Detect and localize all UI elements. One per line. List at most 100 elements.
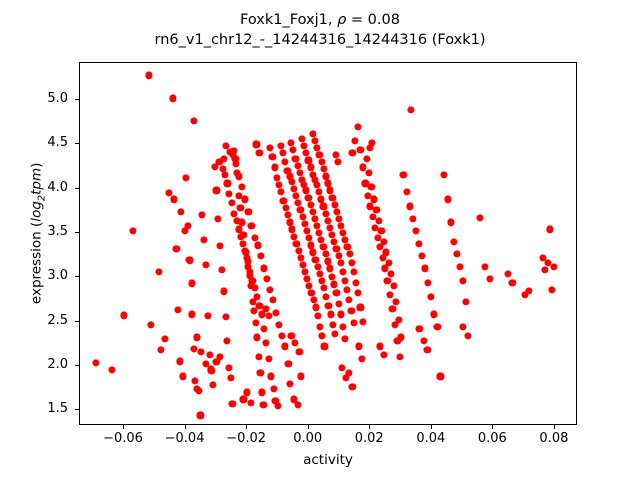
scatter-point xyxy=(255,301,264,310)
scatter-point xyxy=(197,348,205,356)
scatter-point xyxy=(447,218,455,226)
scatter-point xyxy=(275,321,283,329)
y-tick-label: 5.0 xyxy=(47,91,68,107)
scatter-point xyxy=(258,388,266,396)
scatter-point xyxy=(369,213,377,221)
scatter-point xyxy=(309,130,317,138)
scatter-point xyxy=(232,160,240,168)
scatter-point xyxy=(332,151,340,159)
scatter-point xyxy=(262,305,270,313)
scatter-point xyxy=(279,197,288,205)
scatter-point xyxy=(253,293,261,301)
scatter-point xyxy=(145,71,153,79)
scatter-point xyxy=(315,151,324,159)
scatter-point xyxy=(282,204,290,212)
scatter-point xyxy=(324,257,332,265)
scatter-point xyxy=(218,165,227,173)
scatter-point xyxy=(225,363,233,372)
scatter-point xyxy=(202,360,210,368)
scatter-point xyxy=(423,346,432,354)
scatter-point xyxy=(309,248,317,257)
y-tick-mark xyxy=(75,187,79,189)
scatter-point xyxy=(235,225,243,234)
scatter-point xyxy=(444,195,452,203)
scatter-point xyxy=(287,139,295,147)
x-axis-label: activity xyxy=(303,452,353,468)
scatter-point xyxy=(298,176,306,184)
scatter-point xyxy=(541,266,549,274)
scatter-point xyxy=(387,270,395,278)
scatter-point xyxy=(366,202,374,211)
scatter-point xyxy=(188,279,196,288)
scatter-point xyxy=(462,298,470,306)
scatter-point xyxy=(337,259,345,267)
scatter-point xyxy=(295,348,304,356)
scatter-point xyxy=(181,227,189,235)
scatter-point xyxy=(415,325,424,333)
scatter-point xyxy=(372,206,380,214)
scatter-point xyxy=(334,158,342,166)
scatter-point xyxy=(204,312,212,320)
scatter-point xyxy=(342,374,350,382)
scatter-point xyxy=(239,395,248,404)
scatter-point xyxy=(182,174,190,182)
scatter-point xyxy=(235,172,243,180)
scatter-point xyxy=(310,296,318,304)
scatter-point xyxy=(313,144,321,152)
scatter-point xyxy=(350,268,358,276)
scatter-point xyxy=(307,289,316,297)
scatter-point xyxy=(334,300,343,308)
scatter-point xyxy=(409,215,417,223)
scatter-point xyxy=(392,298,400,306)
scatter-point xyxy=(306,201,315,209)
y-tick-label: 3.5 xyxy=(47,223,68,239)
scatter-point xyxy=(332,289,340,297)
scatter-point xyxy=(361,179,369,187)
scatter-point xyxy=(277,142,285,150)
scatter-point xyxy=(184,222,192,230)
scatter-point xyxy=(406,202,414,211)
scatter-points-layer xyxy=(80,63,576,424)
scatter-point xyxy=(256,369,264,377)
scatter-point xyxy=(304,156,312,164)
scatter-point xyxy=(370,195,378,203)
scatter-point xyxy=(284,360,292,368)
y-tick-label: 4.5 xyxy=(47,135,68,151)
scatter-point xyxy=(291,339,299,347)
scatter-point xyxy=(260,325,268,333)
scatter-point xyxy=(376,342,384,350)
scatter-point xyxy=(543,259,552,267)
chart-title-line1: Foxk1_Foxj1, ρ = 0.08 xyxy=(240,12,400,28)
scatter-point xyxy=(231,155,240,163)
scatter-point xyxy=(302,186,310,195)
scatter-point xyxy=(348,383,356,391)
scatter-point xyxy=(430,310,438,319)
scatter-point xyxy=(328,231,336,239)
scatter-point xyxy=(333,208,341,216)
x-tick-label: 0.08 xyxy=(539,431,569,446)
scatter-point xyxy=(300,142,308,150)
scatter-point xyxy=(380,238,388,246)
scatter-point xyxy=(345,296,353,304)
scatter-point xyxy=(525,286,533,295)
scatter-point xyxy=(415,240,423,248)
scatter-point xyxy=(290,232,298,241)
scatter-point xyxy=(233,217,241,225)
scatter-point xyxy=(314,312,322,320)
scatter-point xyxy=(463,332,472,340)
scatter-point xyxy=(354,289,362,297)
y-tick-mark xyxy=(75,364,79,366)
scatter-point xyxy=(320,284,328,292)
scatter-point xyxy=(374,234,382,242)
scatter-point xyxy=(386,291,394,299)
scatter-point xyxy=(418,252,426,260)
scatter-point xyxy=(253,333,261,342)
scatter-point xyxy=(367,183,376,191)
y-tick-label: 1.5 xyxy=(47,401,68,417)
scatter-point xyxy=(450,238,458,246)
scatter-point xyxy=(252,319,260,327)
scatter-point xyxy=(322,172,330,180)
scatter-point xyxy=(243,388,251,396)
scatter-point xyxy=(259,401,268,409)
scatter-point xyxy=(322,293,330,301)
